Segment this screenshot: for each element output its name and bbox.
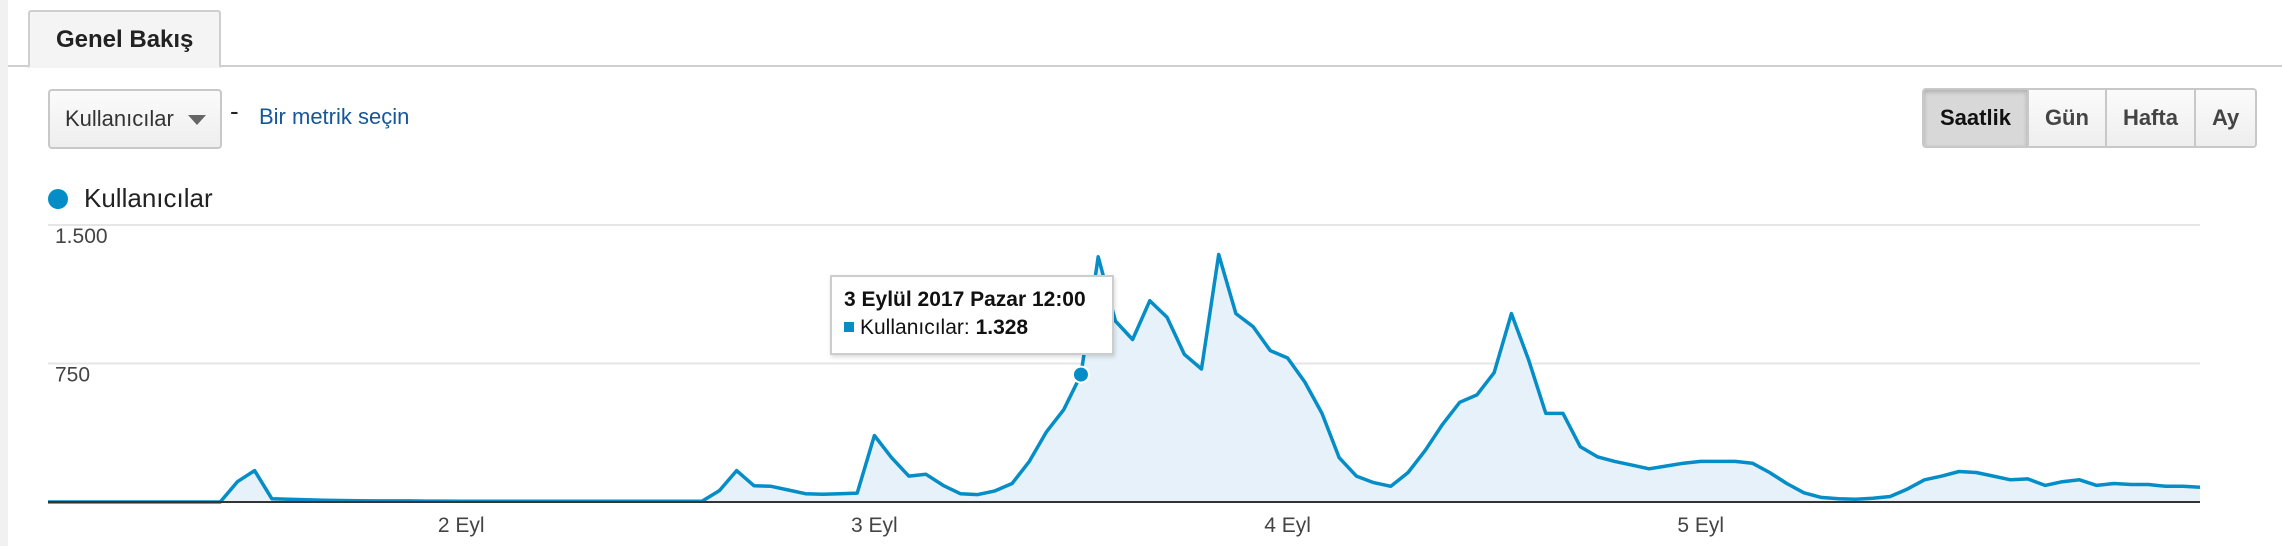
y-tick-label: 1.500 bbox=[55, 225, 108, 248]
x-tick-label: 5 Eyl bbox=[1677, 514, 1724, 537]
period-week-button[interactable]: Hafta bbox=[2104, 90, 2194, 146]
legend-dot-icon bbox=[48, 189, 68, 209]
y-tick-label: 750 bbox=[55, 364, 90, 387]
metric-select-value: Kullanıcılar bbox=[65, 106, 174, 131]
chevron-down-icon bbox=[188, 115, 206, 125]
period-month-button[interactable]: Ay bbox=[2193, 90, 2256, 146]
x-tick-label: 2 Eyl bbox=[438, 514, 485, 537]
tooltip-series-swatch bbox=[844, 322, 854, 332]
period-toggle-group: Saatlik Gün Hafta Ay bbox=[1922, 88, 2258, 148]
series-area bbox=[48, 254, 2200, 502]
pick-metric-link[interactable]: Bir metrik seçin bbox=[259, 104, 410, 129]
tooltip-line: Kullanıcılar: 1.328 bbox=[844, 313, 1100, 343]
metric-separator: - bbox=[230, 96, 239, 126]
period-hourly-button[interactable]: Saatlik bbox=[1924, 90, 2027, 146]
period-day-button[interactable]: Gün bbox=[2026, 90, 2105, 146]
tooltip-title: 3 Eylül 2017 Pazar 12:00 bbox=[844, 288, 1086, 311]
tooltip-series-label: Kullanıcılar: bbox=[860, 316, 970, 339]
left-border-strip bbox=[0, 0, 8, 546]
legend-label[interactable]: Kullanıcılar bbox=[84, 183, 213, 213]
tab-overview[interactable]: Genel Bakış bbox=[28, 10, 222, 68]
highlight-point bbox=[1071, 365, 1090, 384]
x-tick-label: 4 Eyl bbox=[1264, 514, 1311, 537]
metric-select[interactable]: Kullanıcılar bbox=[48, 89, 222, 149]
tab-bar: Genel Bakış bbox=[8, 0, 2282, 68]
series-line bbox=[48, 252, 2201, 504]
x-tick-label: 3 Eyl bbox=[851, 514, 898, 537]
chart-tooltip: 3 Eylül 2017 Pazar 12:00 Kullanıcılar: 1… bbox=[830, 275, 1114, 355]
tooltip-value: 1.328 bbox=[975, 316, 1029, 339]
